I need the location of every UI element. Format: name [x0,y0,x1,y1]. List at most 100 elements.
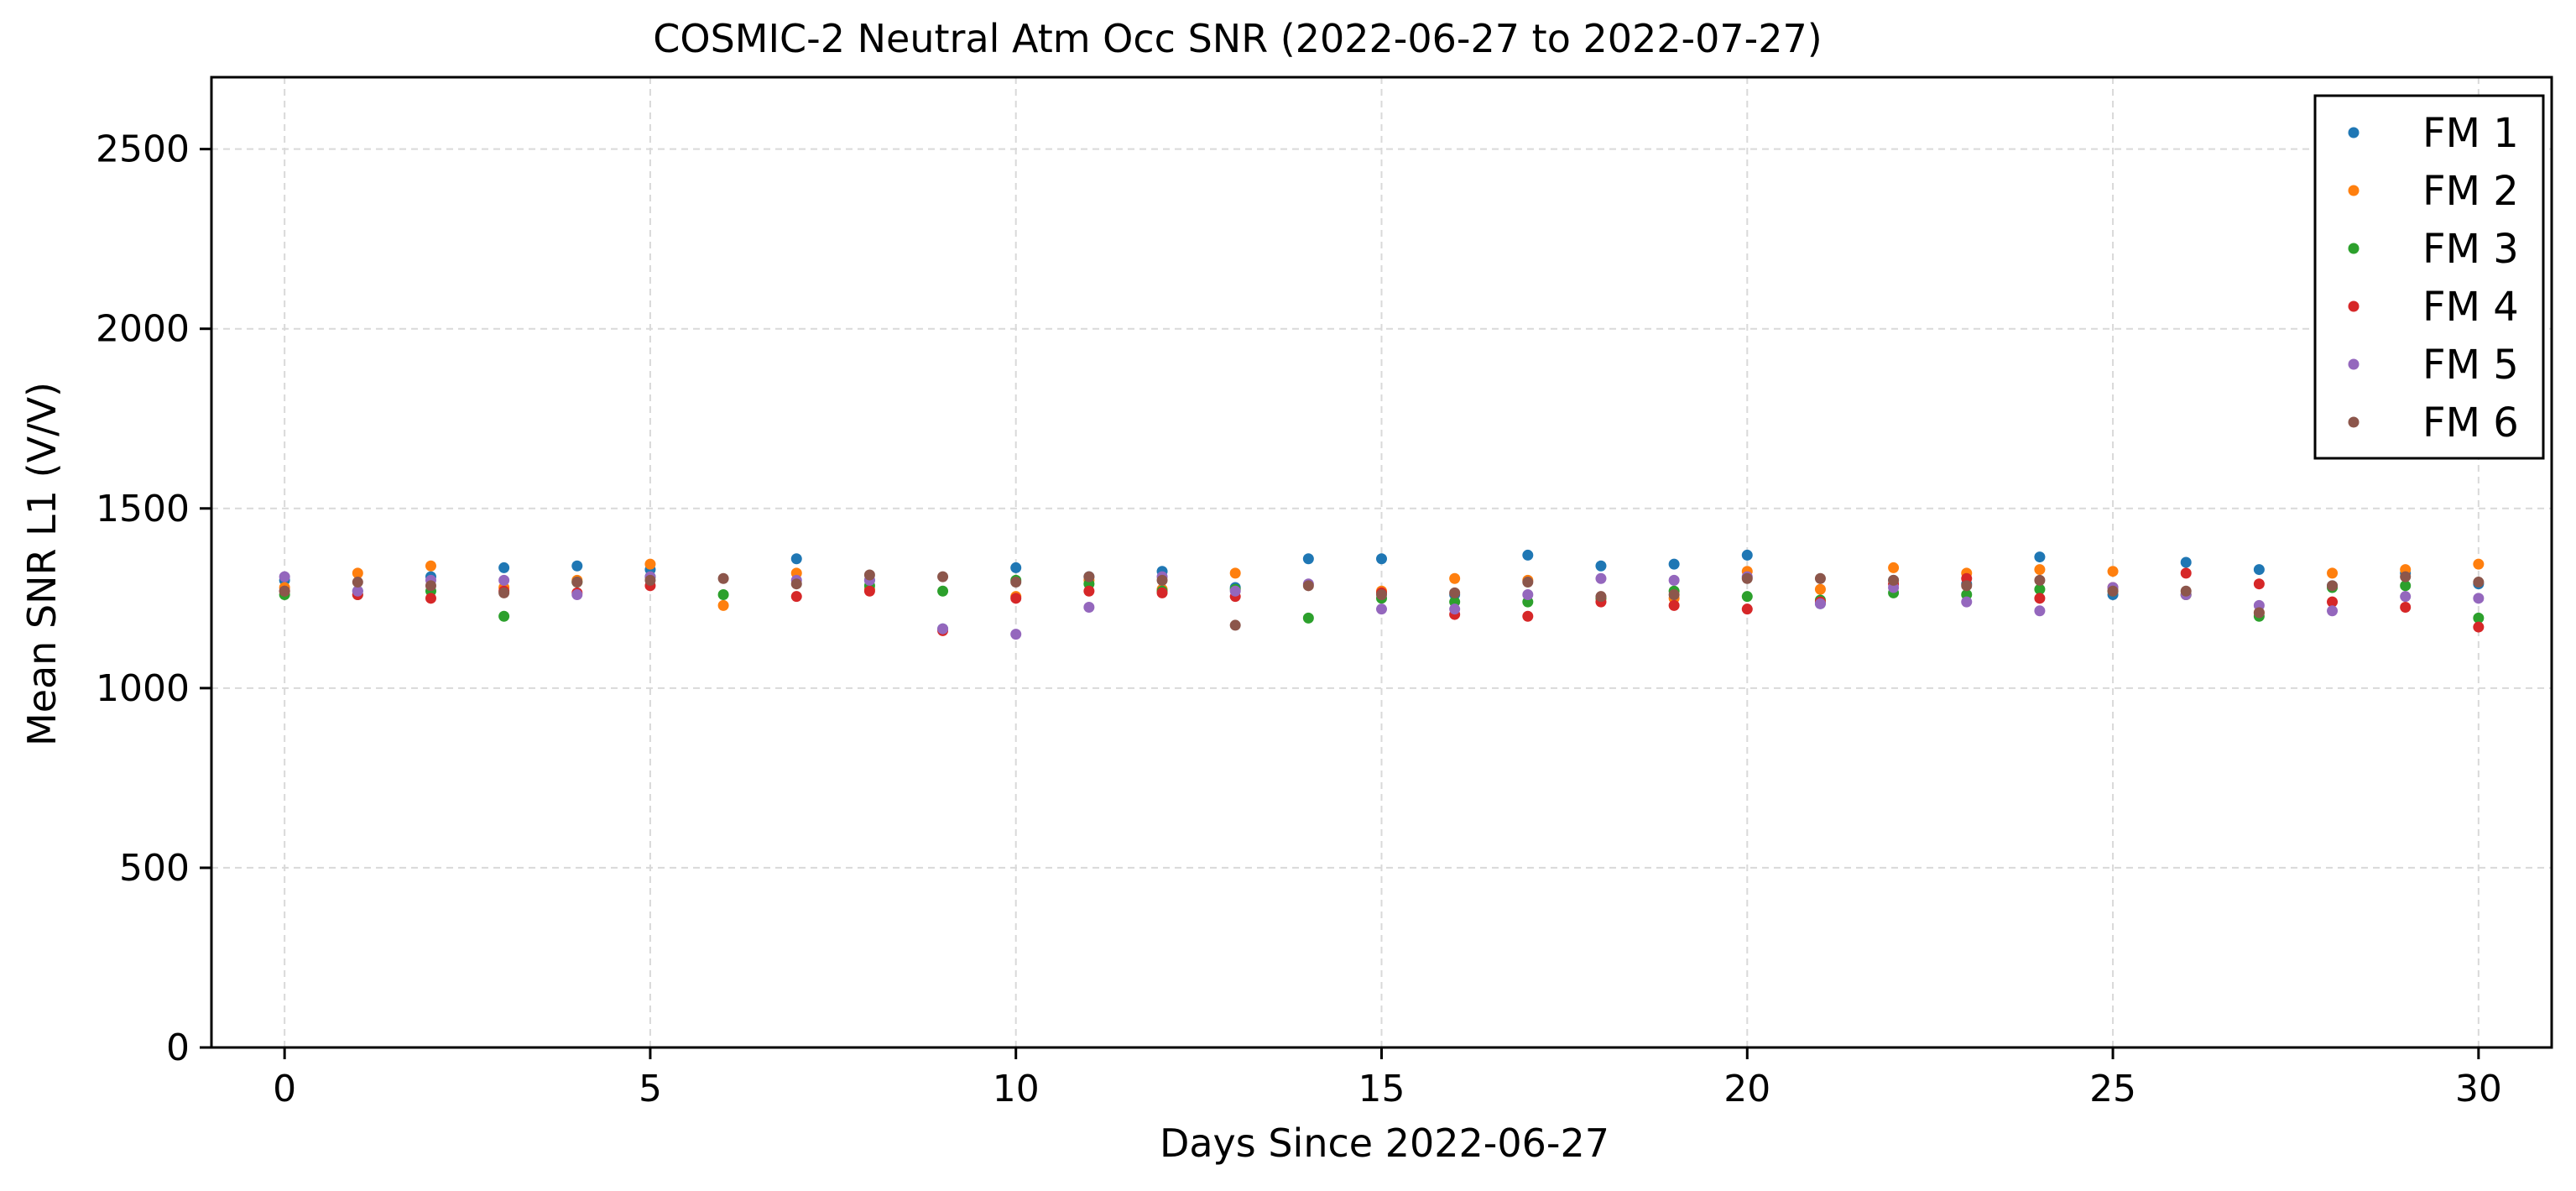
data-point [1376,603,1387,615]
data-point [1376,553,1387,565]
data-point [498,574,510,586]
x-tick-label: 10 [993,1068,1040,1110]
chart-title: COSMIC-2 Neutral Atm Occ SNR (2022-06-27… [653,16,1822,61]
data-point [937,623,949,635]
data-point [498,562,510,573]
data-point [937,585,949,597]
data-point [1156,574,1168,586]
data-point [790,591,802,603]
data-point [498,587,510,598]
data-point [1522,610,1534,622]
data-point [1083,585,1095,597]
data-point [1229,619,1241,631]
legend-label: FM 2 [2422,168,2519,215]
data-point [2473,612,2485,624]
legend-label: FM 5 [2422,342,2519,389]
data-point [2034,551,2046,563]
data-point [1961,580,1973,592]
legend-marker [2348,358,2360,370]
data-point [1888,562,1900,573]
legend-frame [2313,94,2545,460]
data-point [571,589,583,601]
data-point [2327,596,2339,608]
data-point [2180,567,2192,579]
data-point [2473,577,2485,588]
data-point [2034,593,2046,604]
data-point [790,553,802,565]
data-point [2400,591,2412,603]
data-point [279,585,290,597]
data-point [352,585,363,597]
legend-marker [2348,127,2360,138]
data-point [863,585,875,597]
data-point [2327,580,2339,592]
data-point [1083,571,1095,582]
data-point [1814,598,1826,609]
legend-label: FM 1 [2422,110,2519,157]
data-point [571,560,583,572]
data-point [1888,574,1900,586]
x-tick-label: 15 [1358,1068,1405,1110]
data-point [2107,566,2119,577]
data-point [2034,564,2046,576]
data-point [2400,602,2412,614]
data-point [1083,602,1095,614]
legend: FM 1 FM 2 FM 3 FM 4 FM 5 FM 6 [2313,94,2545,460]
data-point [425,580,436,592]
data-point [2473,593,2485,604]
y-axis-label: Mean SNR L1 (V/V) [19,382,65,746]
data-point [2473,621,2485,633]
legend-marker [2348,416,2360,428]
data-point [1741,572,1753,584]
y-tick-label: 2500 [96,128,190,171]
y-tick-label: 500 [119,847,190,890]
legend-label: FM 6 [2422,400,2519,447]
data-point [352,577,363,588]
data-point [1010,562,1022,573]
data-point [2400,580,2412,592]
data-point [1814,583,1826,595]
data-point [1741,603,1753,615]
data-point [1668,589,1680,601]
y-tick-label: 0 [166,1026,190,1069]
data-point [2107,585,2119,597]
legend-label: FM 3 [2422,226,2519,273]
data-point [1595,572,1607,584]
data-point [1522,549,1534,561]
x-tick-label: 30 [2455,1068,2502,1110]
data-point [790,578,802,590]
data-point [2034,574,2046,586]
data-point [1229,585,1241,597]
y-tick-label: 1500 [96,488,190,530]
y-tick-label: 1000 [96,667,190,710]
data-point [1961,596,1973,608]
data-point [2400,571,2412,582]
x-tick-label: 25 [2089,1068,2136,1110]
data-point [2180,556,2192,568]
legend-marker [2348,185,2360,196]
legend-label: FM 4 [2422,284,2519,331]
data-point [425,593,436,604]
x-tick-label: 5 [639,1068,662,1110]
legend-marker [2348,243,2360,254]
legend-marker [2348,300,2360,312]
data-point [1449,572,1461,584]
data-point [2034,583,2046,595]
data-point [1376,589,1387,601]
data-point [2253,578,2265,590]
data-point [1522,577,1534,588]
data-point [1522,589,1534,601]
data-point [1595,560,1607,572]
data-point [1449,603,1461,615]
data-point [717,599,729,611]
data-point [2180,585,2192,597]
ticks-layer: 0 5 10 15 20 25 30 0 500 1000 1500 2000 2500 [96,128,2502,1110]
x-tick-label: 20 [1723,1068,1770,1110]
data-point [1156,587,1168,598]
data-point [1668,599,1680,611]
data-point [1668,574,1680,586]
data-point [1010,629,1022,640]
data-point [1302,580,1314,592]
data-point [863,569,875,581]
